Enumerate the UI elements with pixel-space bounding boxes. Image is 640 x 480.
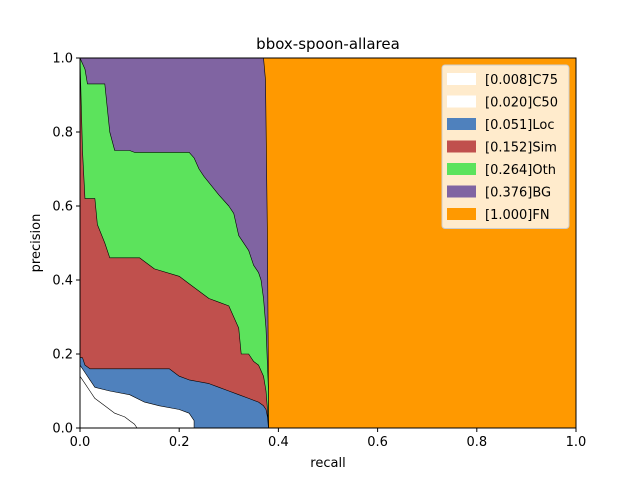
x-tick-label: 0.0 [70,435,91,450]
legend-swatch [447,95,476,108]
y-tick-label: 0.6 [52,200,73,215]
legend-label: [0.264]Oth [485,163,556,178]
y-axis: 0.0 0.2 0.4 0.6 0.8 1.0 [52,52,80,437]
legend-swatch [447,208,476,220]
legend-label: [0.376]BG [485,186,551,201]
legend-label: [0.020]C50 [485,96,558,111]
y-tick-label: 0.2 [52,348,73,363]
legend-label: [0.152]Sim [485,141,557,156]
legend-swatch [447,73,476,85]
legend-label: [0.008]C75 [485,73,558,88]
area-series--0-152-sim [79,57,269,429]
x-tick-label: 0.8 [466,435,487,450]
chart-title: bbox-spoon-allarea [256,35,400,53]
y-axis-label: precision [29,214,44,273]
legend-swatch [447,163,476,175]
legend: [0.008]C75 [0.020]C50 [0.051]Loc [0.152]Sim… [441,64,570,229]
plot-frame [79,57,577,429]
legend-swatch [447,185,476,198]
x-tick-label: 0.4 [268,435,289,450]
legend-swatch [447,140,476,153]
x-tick-label: 0.2 [169,435,190,450]
x-axis-label: recall [310,456,345,471]
y-tick-label: 0.0 [52,422,73,437]
x-axis: 0.0 0.2 0.4 0.6 0.8 1.0 [70,428,587,450]
legend-label: [1.000]FN [485,208,550,223]
y-tick-label: 0.4 [52,274,73,289]
x-tick-label: 0.6 [367,435,388,450]
legend-swatch [447,118,476,130]
x-tick-label: 1.0 [566,435,587,450]
y-tick-label: 1.0 [52,52,73,67]
legend-label: [0.051]Loc [485,118,554,133]
y-tick-label: 0.8 [52,126,73,141]
